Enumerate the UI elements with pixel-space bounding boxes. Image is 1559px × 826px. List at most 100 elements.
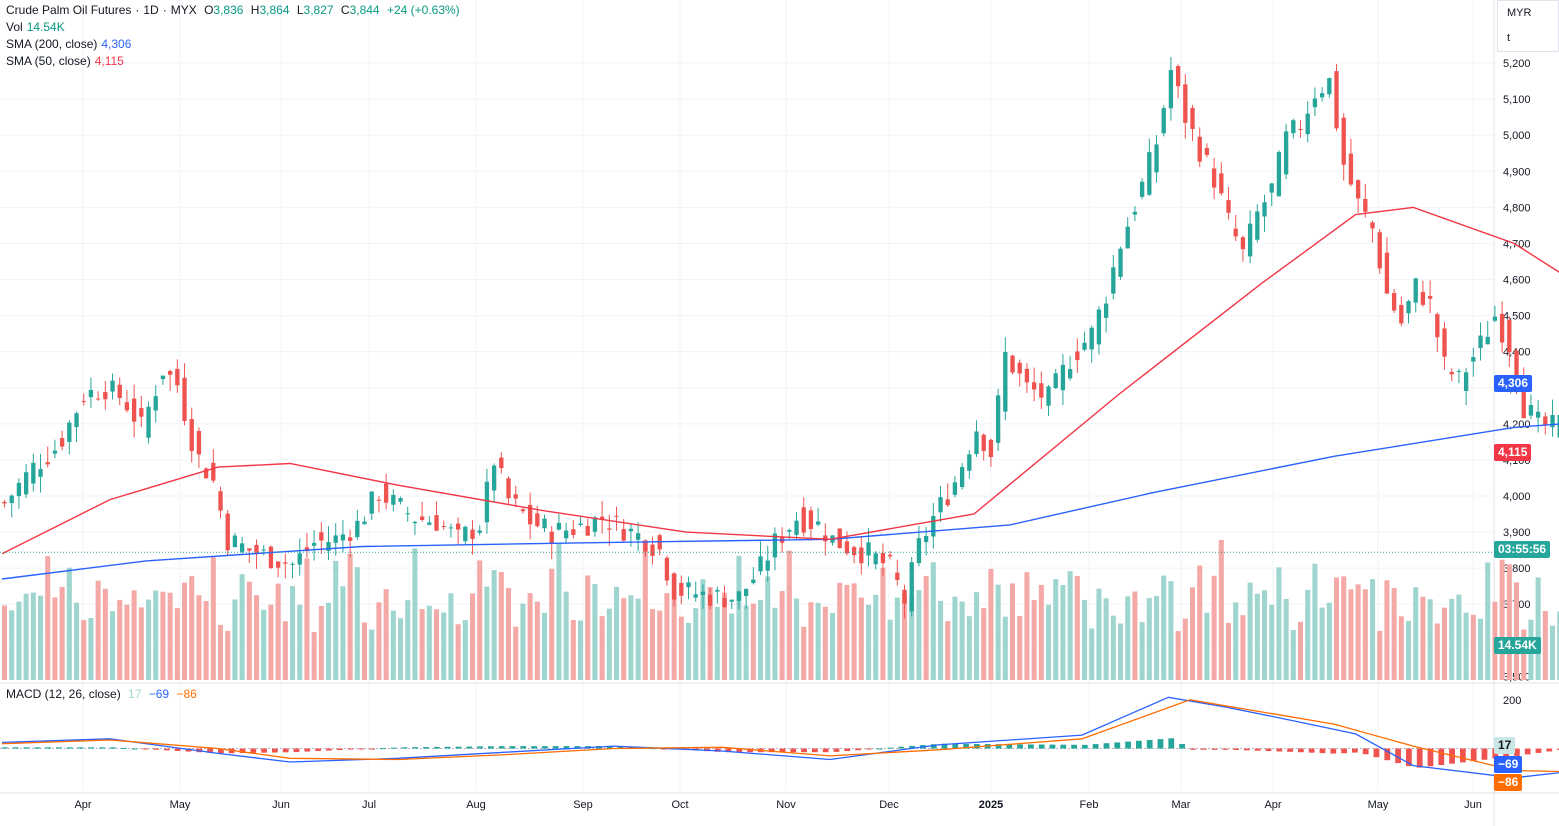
candle-body xyxy=(1550,415,1555,428)
volume-bar xyxy=(700,579,706,680)
macd-histogram-bar xyxy=(812,748,818,753)
exchange-label: MYX xyxy=(170,3,197,17)
candle-body xyxy=(268,546,274,569)
volume-bar xyxy=(765,576,771,680)
candle-body xyxy=(1370,222,1375,229)
macd-histogram-bar xyxy=(477,746,483,749)
macd-histogram-bar xyxy=(1416,748,1423,768)
macd-histogram-bar xyxy=(272,748,278,753)
volume-bar xyxy=(311,631,317,680)
y-tick-label: 4,600 xyxy=(1503,275,1531,287)
candle-body xyxy=(1341,117,1346,165)
macd-histogram-bar xyxy=(77,747,84,749)
candle-body xyxy=(131,398,137,422)
volume-bar xyxy=(1125,596,1131,680)
candle-body xyxy=(1111,267,1116,294)
volume-bar xyxy=(794,598,800,680)
volume-bar xyxy=(498,572,504,680)
candle-body xyxy=(1557,415,1559,438)
volume-bar xyxy=(1046,604,1052,680)
macd-histogram-bar xyxy=(790,748,797,753)
candle-body xyxy=(585,526,590,536)
candle-body xyxy=(1435,314,1440,338)
volume-bar xyxy=(966,616,972,680)
sma50-line xyxy=(1,206,1559,555)
volume-bar xyxy=(390,610,396,680)
volume-bar xyxy=(772,607,778,680)
candle-body xyxy=(1319,93,1325,98)
volume-bar xyxy=(1413,587,1419,680)
candle-body xyxy=(369,491,374,514)
volume-bar xyxy=(268,604,274,680)
macd-histogram-bar xyxy=(1481,748,1488,760)
macd-histogram-bar xyxy=(218,748,224,754)
volume-bar xyxy=(174,608,180,680)
unit-label: t xyxy=(1507,32,1511,44)
volume-bar xyxy=(1550,625,1556,680)
volume-bar xyxy=(743,605,749,680)
candle-body xyxy=(1125,226,1130,249)
macd-histogram-bar xyxy=(164,748,170,751)
candle-body xyxy=(945,499,950,506)
candle-body xyxy=(74,413,79,428)
macd-histogram-bar xyxy=(1362,748,1369,755)
macd-histogram-bar xyxy=(552,746,559,749)
currency-unit-selector[interactable]: MYR t xyxy=(1497,0,1559,52)
volume-bar xyxy=(52,597,58,680)
volume-bar xyxy=(534,601,540,680)
candle-body xyxy=(283,562,288,564)
x-tick-label: Nov xyxy=(776,799,796,811)
candle-body xyxy=(866,542,871,556)
volume-bar xyxy=(110,611,116,680)
sma200-line xyxy=(1,423,1559,580)
volume-bar xyxy=(599,616,605,680)
candle-body xyxy=(103,392,108,400)
volume-bar xyxy=(1283,598,1289,680)
volume-bar xyxy=(74,602,80,680)
volume-bar xyxy=(326,602,332,680)
candle-body xyxy=(815,521,821,525)
candle-body xyxy=(1521,378,1526,419)
candle-body xyxy=(794,520,799,535)
candle-body xyxy=(1139,181,1145,197)
volume-bar xyxy=(1290,630,1296,680)
volume-bar xyxy=(477,560,483,680)
candle-body xyxy=(571,529,576,535)
candle-body xyxy=(247,548,252,551)
candle-body xyxy=(146,406,151,438)
candle-body xyxy=(1391,293,1397,311)
volume-bar xyxy=(1377,630,1383,680)
candle-body xyxy=(1269,183,1274,193)
candle-body xyxy=(167,370,173,375)
candle-body xyxy=(477,530,482,533)
candle-body xyxy=(959,467,965,487)
macd-histogram-bar xyxy=(617,746,624,749)
macd-histogram-bar xyxy=(898,746,905,749)
sma200-price-tag: 4,306 xyxy=(1494,375,1533,392)
candle-body xyxy=(1017,362,1022,374)
candle-body xyxy=(1067,369,1073,379)
y-tick-label: 5,000 xyxy=(1503,130,1531,142)
volume-bar xyxy=(1542,611,1548,680)
volume-bar xyxy=(362,622,368,680)
candle-body xyxy=(679,582,684,596)
volume-bar xyxy=(1470,614,1476,680)
volume-bar xyxy=(707,587,713,680)
volume-bar xyxy=(513,626,519,680)
macd-histogram-bar xyxy=(909,745,915,749)
volume-bar xyxy=(1398,616,1404,680)
volume-bar xyxy=(1521,629,1527,680)
macd-histogram-bar xyxy=(801,748,807,753)
candle-body xyxy=(81,401,86,403)
macd-histogram-bar xyxy=(520,746,527,749)
volume-bar xyxy=(376,602,382,680)
macd-histogram-bar xyxy=(866,748,872,750)
sma50-legend: SMA (50, close) 4,115 xyxy=(6,53,128,70)
candle-body xyxy=(923,535,929,543)
volume-bar xyxy=(1096,588,1102,680)
macd-histogram-bar xyxy=(1406,748,1412,767)
volume-bar xyxy=(1161,575,1167,680)
volume-bar xyxy=(1146,598,1152,680)
volume-bar xyxy=(1182,618,1188,680)
